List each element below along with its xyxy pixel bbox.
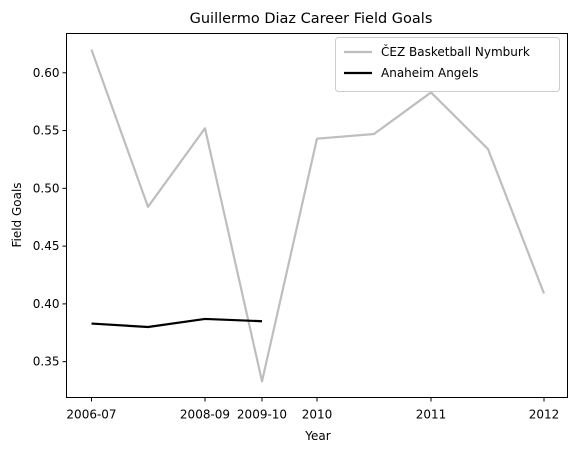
y-axis-label: Field Goals	[10, 182, 24, 247]
legend-label-anaheim: Anaheim Angels	[381, 66, 478, 80]
series-line-anaheim	[91, 317, 263, 329]
chart-title: Guillermo Diaz Career Field Goals	[190, 11, 433, 27]
series-layer	[90, 49, 546, 383]
x-tick-label: 2009-10	[237, 408, 287, 422]
x-tick-label: 2008-09	[180, 408, 230, 422]
x-tick-label: 2012	[529, 408, 560, 422]
x-tick-label: 2006-07	[66, 408, 116, 422]
series-line-cez	[90, 49, 546, 383]
x-axis: 2006-07 2008-09 2009-10 2010 2011 2012	[66, 397, 560, 422]
legend-label-cez: ČEZ Basketball Nymburk	[381, 44, 530, 59]
legend: ČEZ Basketball Nymburk Anaheim Angels	[335, 37, 560, 92]
plot-area	[66, 33, 568, 398]
x-axis-label: Year	[304, 429, 330, 443]
y-axis: 0.35 0.40 0.45 0.50 0.55 0.60	[33, 66, 67, 369]
x-tick-label: 2010	[302, 408, 333, 422]
y-tick-label: 0.60	[33, 66, 60, 80]
x-tick-label: 2011	[416, 408, 447, 422]
y-tick-label: 0.50	[33, 181, 60, 195]
y-tick-label: 0.40	[33, 297, 60, 311]
legend-box	[335, 37, 560, 92]
y-tick-label: 0.35	[33, 355, 60, 369]
y-tick-label: 0.55	[33, 124, 60, 138]
y-tick-label: 0.45	[33, 239, 60, 253]
